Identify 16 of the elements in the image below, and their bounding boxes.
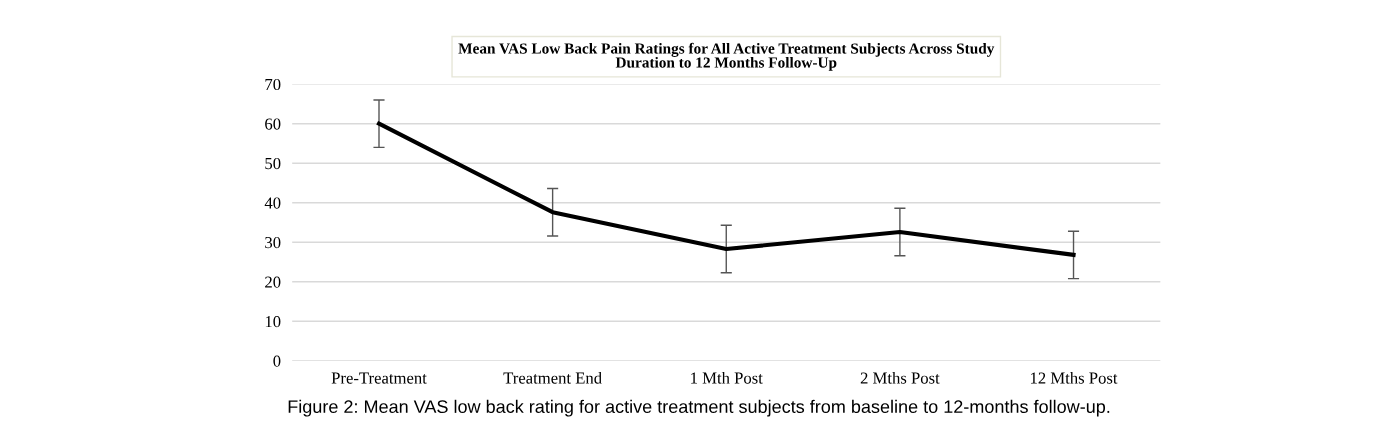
y-tick-label: 30	[265, 236, 281, 249]
x-tick-label: 1 Mth Post	[691, 371, 763, 384]
line-series	[376, 121, 1076, 257]
x-tick-label: Pre-Treatment	[331, 372, 427, 384]
chart-title: Mean VAS Low Back Pain Ratings for All Active Treatment Subjects Across Study Duration to 12 Months Follow-Up	[458, 42, 995, 71]
y-tick-label: 10	[265, 316, 281, 328]
x-tick-label: 2 Mths Post	[860, 371, 940, 384]
caption: Figure 2: Mean VAS low back rating for active treatment subjects from baseline to 12-months follow-up.	[288, 399, 1110, 417]
y-tick-label: 60	[265, 118, 281, 130]
x-tick-label: Treatment End	[503, 371, 602, 384]
y-tick-label: 20	[265, 276, 281, 288]
y-tick-label: 40	[264, 197, 281, 209]
x-tick-label: 12 Mths Post	[1031, 371, 1118, 384]
y-tick-label: 70	[265, 78, 281, 91]
y-tick-label: 50	[265, 157, 281, 170]
y-tick-label: 0	[273, 355, 281, 367]
